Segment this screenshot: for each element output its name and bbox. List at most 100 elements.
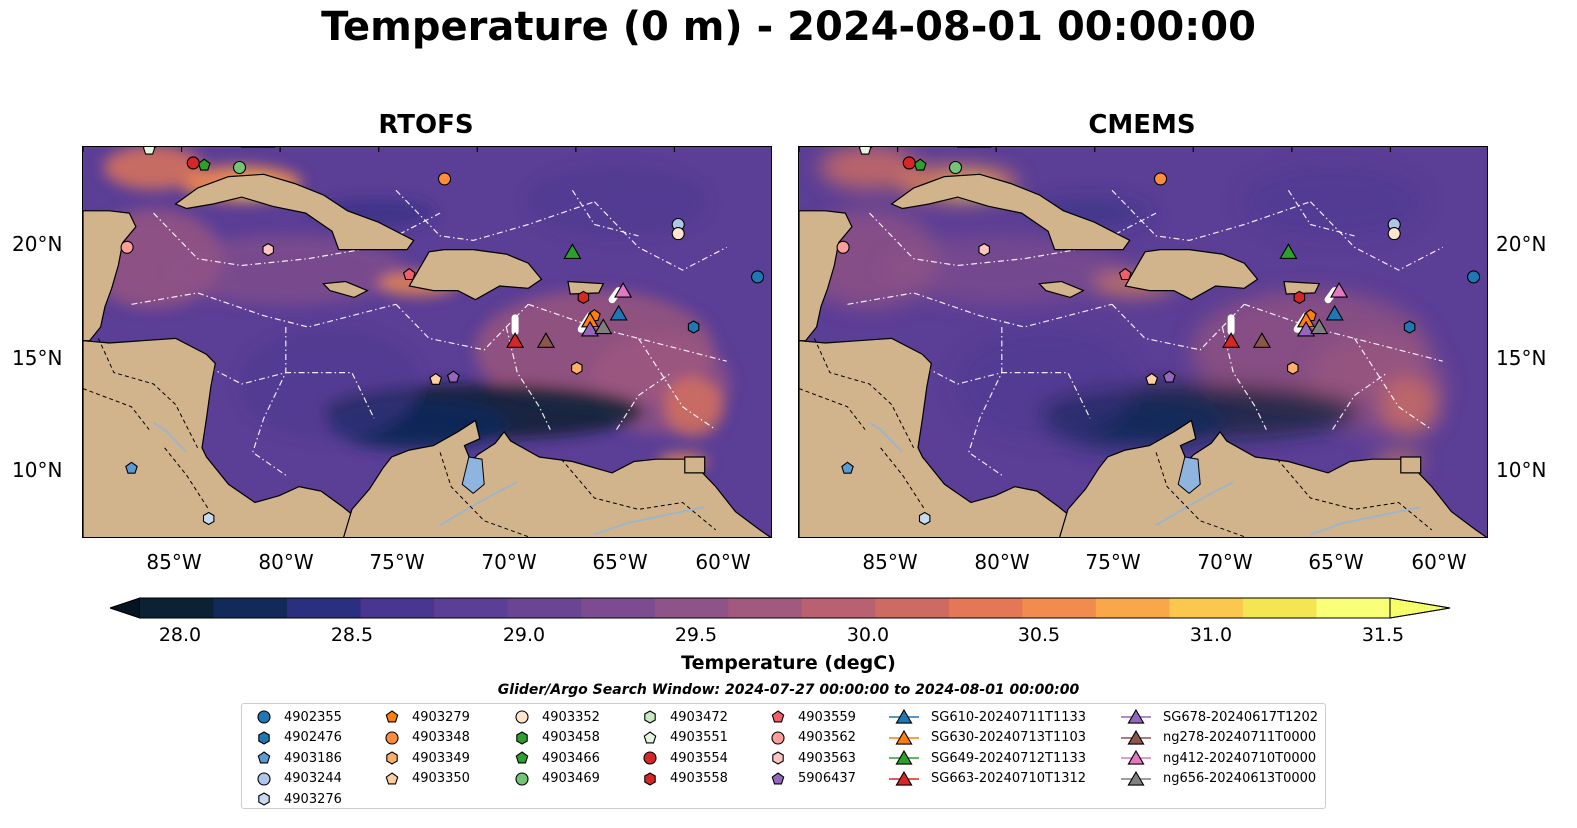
- legend-label: 4903562: [798, 730, 856, 745]
- glider-ng656-20240613T0000: [594, 318, 613, 335]
- eez-boundary: [1309, 201, 1443, 271]
- legend-label: 5906437: [798, 771, 856, 786]
- river: [594, 506, 705, 536]
- legend-item-4903352: 4903352: [512, 707, 600, 727]
- eez-boundary: [967, 327, 1003, 476]
- colorbar-over-arrow: [1389, 597, 1451, 619]
- colorbar-segment: [581, 598, 656, 618]
- glider-SG610-20240711T1133: [1325, 304, 1344, 321]
- legend-item-4903350: 4903350: [382, 769, 470, 789]
- legend-marker-4903558: [644, 771, 656, 786]
- lon-label-60w-left: 60°W: [695, 550, 751, 574]
- legend-item-SG663-20240710T1312: SG663-20240710T1312: [887, 769, 1086, 789]
- argo-float-4903558: [577, 290, 590, 305]
- country-border: [813, 338, 915, 449]
- legend-item-4903466: 4903466: [512, 748, 600, 768]
- colorbar-segment: [1242, 598, 1317, 618]
- legend-item-4902355: 4902355: [254, 707, 342, 727]
- legend-item-4903349: 4903349: [382, 748, 470, 768]
- colorbar-tick: 31.5: [1361, 624, 1405, 646]
- land-pr: [567, 280, 605, 295]
- legend-item-SG649-20240712T1133: SG649-20240712T1133: [887, 748, 1086, 768]
- lat-label-15n-left: 15°N: [12, 346, 63, 370]
- legend-item-4903472: 4903472: [640, 707, 728, 727]
- legend-label: 4903554: [670, 750, 728, 766]
- legend-marker-ng656-20240613T0000: [1127, 770, 1145, 786]
- eez-boundary: [197, 360, 375, 419]
- lon-label-70w-right: 70°W: [1197, 550, 1253, 574]
- legend-item-4903348: 4903348: [382, 728, 470, 748]
- legend-label: 4903186: [284, 750, 342, 766]
- legend-marker-4903352: [515, 710, 529, 724]
- country-border: [880, 447, 926, 510]
- argo-float-4903469: [232, 160, 247, 175]
- colorbar-tick: 31.0: [1189, 624, 1233, 646]
- eez-boundary: [1221, 326, 1267, 430]
- legend-marker-4903469: [515, 771, 529, 786]
- eez-boundary: [505, 326, 551, 430]
- argo-float-4903350: [1145, 372, 1159, 385]
- colorbar-segment: [875, 598, 950, 618]
- lat-label-10n-left: 10°N: [12, 458, 63, 482]
- colorbar-tick: 30.5: [1017, 624, 1061, 646]
- legend-marker-4902355: [257, 710, 271, 724]
- lake-maracaibo: [461, 456, 485, 495]
- argo-float-4903469: [948, 160, 963, 175]
- legend-marker-SG663-20240710T1312: [895, 770, 913, 786]
- colorbar-segment: [1316, 598, 1391, 618]
- legend-label: 4903279: [412, 709, 470, 725]
- lon-label-70w-left: 70°W: [481, 550, 537, 574]
- colorbar-tick: 28.5: [330, 624, 374, 646]
- land-trin: [684, 456, 706, 474]
- country-border: [164, 447, 210, 510]
- lat-label-20n-right: 20°N: [1496, 232, 1547, 256]
- legend-label: SG663-20240710T1312: [931, 771, 1087, 786]
- legend-item-4903244: 4903244: [254, 769, 342, 789]
- legend-item-5906437: 5906437: [768, 769, 856, 789]
- legend-marker-4903554: [643, 751, 657, 765]
- lon-label-80w-left: 80°W: [258, 550, 314, 574]
- lake-maracaibo: [1177, 456, 1201, 495]
- argo-float-4903349: [571, 361, 583, 375]
- colorbar-segment: [1022, 598, 1097, 618]
- colorbar-segment: [654, 598, 729, 618]
- argo-float-4903276: [918, 511, 931, 526]
- colorbar-segment: [213, 598, 288, 618]
- argo-float-4903186: [125, 461, 138, 474]
- colorbar-segment: [1169, 598, 1244, 618]
- search-window-caption: Glider/Argo Search Window: 2024-07-27 00…: [497, 682, 1080, 698]
- legend-item-4903559: 4903559: [768, 707, 856, 727]
- land-sam: [1059, 419, 1487, 537]
- lat-label-20n-left: 20°N: [12, 232, 63, 256]
- colorbar-tick: 30.0: [846, 624, 890, 646]
- colorbar-tick: 29.5: [674, 624, 718, 646]
- land-trin: [1400, 456, 1422, 474]
- map-panel-rtofs: [82, 146, 772, 538]
- colorbar-segment: [287, 598, 362, 618]
- legend-marker-4903466: [515, 751, 529, 764]
- lat-label-15n-right: 15°N: [1496, 346, 1547, 370]
- glider-SG663-20240710T1312: [506, 332, 525, 348]
- land-jam: [1038, 280, 1085, 299]
- legend-item-4903276: 4903276: [254, 789, 342, 809]
- legend-label: 4903244: [284, 771, 342, 786]
- legend-label: 4903559: [798, 709, 856, 725]
- legend-marker-ng412-20240710T0000: [1127, 749, 1145, 765]
- land-sam: [343, 419, 771, 537]
- legend-item-ng656-20240613T0000: ng656-20240613T0000: [1119, 769, 1316, 789]
- argo-float-4903551: [858, 147, 872, 155]
- legend-marker-4902476: [258, 730, 270, 745]
- eez-boundary: [528, 303, 727, 362]
- legend-marker-SG678-20240617T1202: [1127, 708, 1145, 724]
- lon-label-80w-right: 80°W: [974, 550, 1030, 574]
- argo-float-4903554: [902, 156, 916, 170]
- argo-float-4903562: [120, 240, 134, 254]
- legend-marker-4903551: [643, 730, 657, 743]
- legend-marker-4903244: [257, 771, 271, 786]
- argo-float-5906437: [446, 370, 460, 383]
- legend-label: 4903458: [542, 730, 600, 745]
- argo-float-4903559: [1118, 267, 1132, 281]
- lon-label-65w-left: 65°W: [592, 550, 648, 574]
- legend-label: 4903348: [412, 730, 470, 745]
- legend-marker-4903563: [772, 751, 784, 765]
